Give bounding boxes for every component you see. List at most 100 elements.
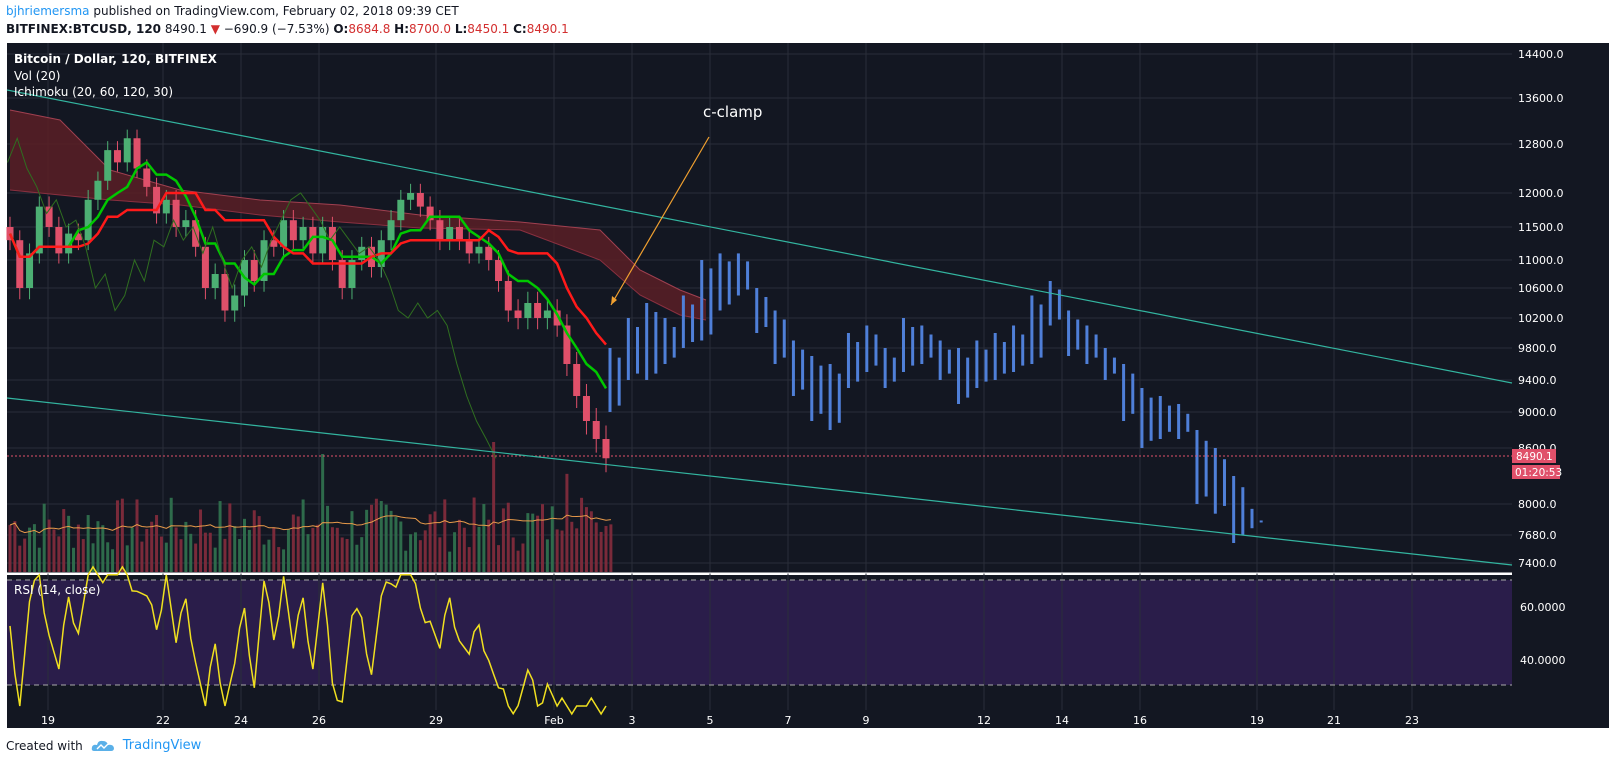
publish-info: published on TradingView.com, February 0… <box>93 4 459 18</box>
volume-bar <box>355 544 359 572</box>
candle-body <box>504 281 512 311</box>
price-tick-label: 12800.0 <box>1518 138 1564 151</box>
candle-body <box>113 150 121 163</box>
volume-bar <box>457 519 461 572</box>
tradingview-brand-link[interactable]: TradingView <box>122 738 202 753</box>
volume-bar <box>370 504 374 572</box>
candle-body <box>407 193 415 200</box>
volume-bar <box>350 511 354 572</box>
projection-bar <box>920 325 924 364</box>
volume-bar <box>511 537 515 572</box>
projection-bar <box>654 312 658 374</box>
projection-bar <box>1048 281 1052 326</box>
ichimoku-cloud <box>9 109 707 321</box>
time-tick-label: 3 <box>629 714 636 727</box>
time-tick-label: 23 <box>1405 714 1419 727</box>
candle-body <box>416 193 424 207</box>
projection-bar <box>700 260 704 341</box>
volume-bar <box>487 519 491 572</box>
candle-body <box>455 227 463 241</box>
volume-bar <box>67 515 71 572</box>
candle-body <box>65 233 73 254</box>
candle-body <box>573 364 581 396</box>
projection-bar <box>626 318 630 380</box>
volume-bar <box>228 503 232 572</box>
volume-bar <box>540 504 544 572</box>
volume-bar <box>277 547 281 572</box>
candle-body <box>387 220 395 241</box>
candle-body <box>162 199 170 214</box>
cloud-fill <box>10 110 706 320</box>
volume-bar <box>428 514 432 572</box>
volume-bar <box>448 551 452 572</box>
time-tick-label: 19 <box>41 714 55 727</box>
volume-bar <box>159 536 163 572</box>
volume-bar <box>565 473 569 572</box>
annotation-arrow[interactable] <box>610 136 710 306</box>
volume-bar <box>453 532 457 572</box>
volume-bar <box>28 527 32 572</box>
candle-body <box>475 246 483 254</box>
candle-body <box>446 227 454 241</box>
volume-bar <box>394 516 398 572</box>
rsi-line <box>9 565 607 716</box>
time-tick-label: 19 <box>1250 714 1264 727</box>
volume-bar <box>189 533 193 572</box>
volume-bar <box>326 505 330 572</box>
kijun-line <box>8 191 607 346</box>
countdown-tag-text: 01:20:53 <box>1515 467 1562 479</box>
volume-bar <box>13 521 17 572</box>
candle-body <box>280 220 288 247</box>
rsi-tick-label: 60.0000 <box>1520 601 1566 614</box>
price-tick-label: 7680.0 <box>1518 529 1557 542</box>
projection-bar <box>764 297 768 327</box>
volume-bar <box>521 543 525 572</box>
candle-body <box>104 150 112 181</box>
candle-body <box>84 199 92 241</box>
volume-bar <box>242 518 246 572</box>
price-axis[interactable] <box>1512 43 1609 728</box>
projection-bar <box>1250 508 1254 529</box>
candle-body <box>35 206 43 254</box>
close-value: 8490.1 <box>526 22 569 36</box>
projection-bar <box>617 357 621 406</box>
projection-bar <box>1195 430 1199 504</box>
candle-body <box>553 310 561 326</box>
main-pane[interactable] <box>7 43 1512 573</box>
annotation-label[interactable]: c-clamp <box>703 103 762 121</box>
volume-bar <box>492 442 496 572</box>
upper-trendline[interactable] <box>6 89 1513 384</box>
time-tick-label: 5 <box>707 714 714 727</box>
candle-body <box>289 220 297 241</box>
volume-bar <box>155 515 159 572</box>
projection-bar <box>709 268 713 335</box>
volume-bar <box>267 539 271 572</box>
projection-bar <box>755 288 759 333</box>
projection-bar <box>947 349 951 374</box>
volume-bar <box>379 501 383 572</box>
volume-bar <box>594 522 598 572</box>
candle-body <box>319 227 327 254</box>
time-tick-label: 12 <box>977 714 991 727</box>
price-change: −690.9 (−7.53%) <box>223 22 330 36</box>
candle-body <box>221 274 229 311</box>
projection-bar <box>681 295 685 348</box>
author-link[interactable]: bjhriemersma <box>6 4 90 18</box>
projection-bar <box>1158 396 1162 439</box>
low-value: 8450.1 <box>467 22 510 36</box>
projection-bar <box>883 348 887 388</box>
volume-bar <box>482 504 486 572</box>
projection-bar <box>791 340 795 396</box>
time-tick-label: 14 <box>1055 714 1069 727</box>
volume-bar <box>560 530 564 572</box>
volume-bar <box>306 534 310 572</box>
candle-body <box>182 220 190 227</box>
projection-bar <box>837 373 841 423</box>
projection-bar <box>810 356 814 421</box>
time-axis[interactable] <box>7 710 1512 728</box>
volume-bar <box>272 527 276 572</box>
lower-trendline[interactable] <box>6 397 1513 566</box>
volume-bar <box>316 524 320 572</box>
projection-bar <box>608 348 612 412</box>
